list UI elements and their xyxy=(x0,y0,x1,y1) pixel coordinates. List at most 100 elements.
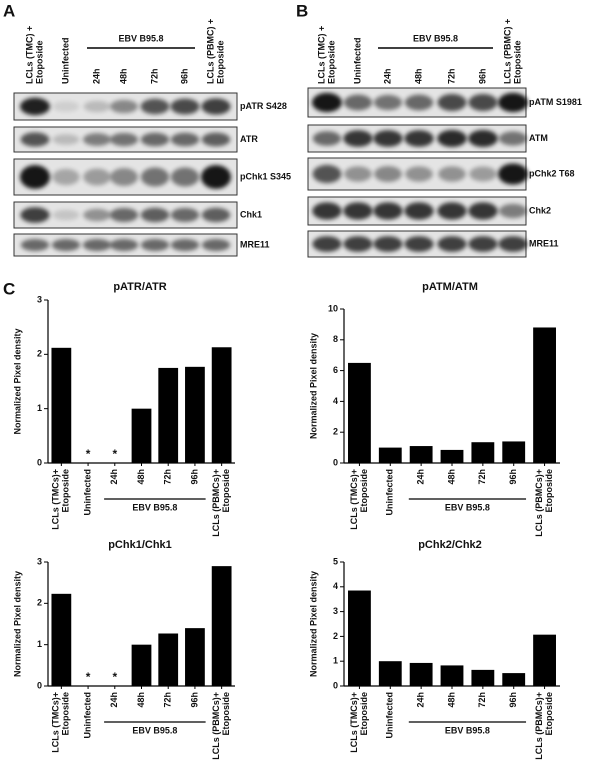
blot-band xyxy=(83,133,111,146)
annotation: * xyxy=(86,670,91,684)
bar xyxy=(533,327,556,463)
x-tick-label: LCLs (PBMCs)+ xyxy=(534,469,544,537)
blot-band xyxy=(343,236,373,252)
blot-band xyxy=(201,207,231,223)
blot-band xyxy=(437,129,467,148)
blot-band xyxy=(20,207,50,223)
bar xyxy=(158,633,179,686)
y-tick-label: 2 xyxy=(37,598,42,608)
y-tick-label: 1 xyxy=(37,639,42,649)
x-tick-label: LCLs (TMCs)+ xyxy=(349,469,359,530)
group-label: EBV B95.8 xyxy=(132,502,177,512)
lane-label: Uninfected xyxy=(60,37,70,84)
blot-label: Chk1 xyxy=(240,209,262,219)
blot-band xyxy=(109,207,139,223)
x-tick-label: Etoposide xyxy=(221,469,231,513)
y-tick-label: 0 xyxy=(333,457,338,467)
bar xyxy=(348,362,371,463)
x-tick-label: 96h xyxy=(508,469,518,485)
blot-band xyxy=(52,134,80,145)
blot-band xyxy=(82,239,112,251)
blot-label: ATM xyxy=(529,133,548,143)
y-tick-label: 1 xyxy=(333,656,338,666)
blot-band xyxy=(51,239,81,251)
x-tick-label: 48h xyxy=(446,692,456,708)
lane-label: 96h xyxy=(179,68,189,84)
blot-label: ATR xyxy=(240,134,258,144)
blot-band xyxy=(140,98,170,115)
group-label: EBV B95.8 xyxy=(445,725,490,735)
blot-band xyxy=(83,168,111,186)
blot-label: pChk2 T68 xyxy=(529,168,575,178)
blot-band xyxy=(498,236,528,252)
blot-band xyxy=(170,98,200,115)
x-tick-label: 96h xyxy=(508,692,518,708)
blot-band xyxy=(140,239,170,251)
blot-band xyxy=(437,202,467,220)
blot-band xyxy=(109,132,139,147)
bar xyxy=(51,347,72,463)
blot-band xyxy=(140,132,170,147)
blot-band xyxy=(343,94,373,111)
y-tick-label: 0 xyxy=(37,680,42,690)
blot-band xyxy=(437,94,467,111)
blot-band xyxy=(170,167,200,187)
blot-band xyxy=(469,166,497,182)
y-tick-label: 4 xyxy=(333,581,338,591)
x-tick-label: 96h xyxy=(189,469,199,485)
chart-title: pATM/ATM xyxy=(422,281,478,293)
bar xyxy=(502,441,526,463)
x-tick-label: Uninfected xyxy=(385,692,395,739)
blot-band xyxy=(468,129,498,148)
blot-band xyxy=(404,236,434,252)
blot-band xyxy=(201,239,231,251)
blot-band xyxy=(373,130,403,147)
y-tick-label: 2 xyxy=(333,631,338,641)
x-tick-label: Etoposide xyxy=(544,692,554,736)
y-tick-label: 2 xyxy=(37,349,42,359)
blot-label: Chk2 xyxy=(529,205,551,215)
bar xyxy=(533,634,556,686)
chart-title: pChk1/Chk1 xyxy=(108,539,172,551)
blot-band xyxy=(468,236,498,252)
blot-band xyxy=(404,130,434,147)
bar xyxy=(409,662,433,686)
x-tick-label: 24h xyxy=(109,692,119,708)
blot-band xyxy=(343,130,373,147)
blot-label: MRE11 xyxy=(529,238,559,248)
lane-label: LCLs (PBMC) + xyxy=(502,19,512,84)
annotation: * xyxy=(112,447,117,461)
blot-band xyxy=(405,166,433,182)
blot-band xyxy=(201,165,231,189)
group-label: EBV B95.8 xyxy=(413,33,458,43)
x-tick-label: 24h xyxy=(416,692,426,708)
x-tick-label: Etoposide xyxy=(61,469,71,513)
x-tick-label: LCLs (TMCs)+ xyxy=(349,692,359,753)
blot-label: pATM S1981 xyxy=(529,97,582,107)
bar xyxy=(158,367,179,463)
blot-band xyxy=(343,202,373,220)
x-tick-label: LCLs (PBMCs)+ xyxy=(211,469,221,537)
blot-band xyxy=(312,236,342,252)
panel-label: B xyxy=(296,1,308,20)
blot-band xyxy=(312,164,342,184)
blot-band xyxy=(110,168,138,186)
blot-label: pATR S428 xyxy=(240,101,287,111)
x-tick-label: 72h xyxy=(163,692,173,708)
blot-band xyxy=(140,167,170,187)
y-tick-label: 5 xyxy=(333,556,338,566)
bar xyxy=(131,644,152,686)
x-tick-label: Uninfected xyxy=(82,692,92,739)
x-tick-label: LCLs (TMCs)+ xyxy=(51,692,61,753)
annotation: * xyxy=(112,670,117,684)
lane-label: Uninfected xyxy=(352,37,362,84)
y-tick-label: 6 xyxy=(333,365,338,375)
x-tick-label: Etoposide xyxy=(359,469,369,513)
blot-band xyxy=(499,203,527,219)
x-tick-label: 48h xyxy=(136,692,146,708)
blot-band xyxy=(373,94,403,111)
bar xyxy=(471,669,495,686)
y-tick-label: 0 xyxy=(37,457,42,467)
y-tick-label: 1 xyxy=(37,403,42,413)
